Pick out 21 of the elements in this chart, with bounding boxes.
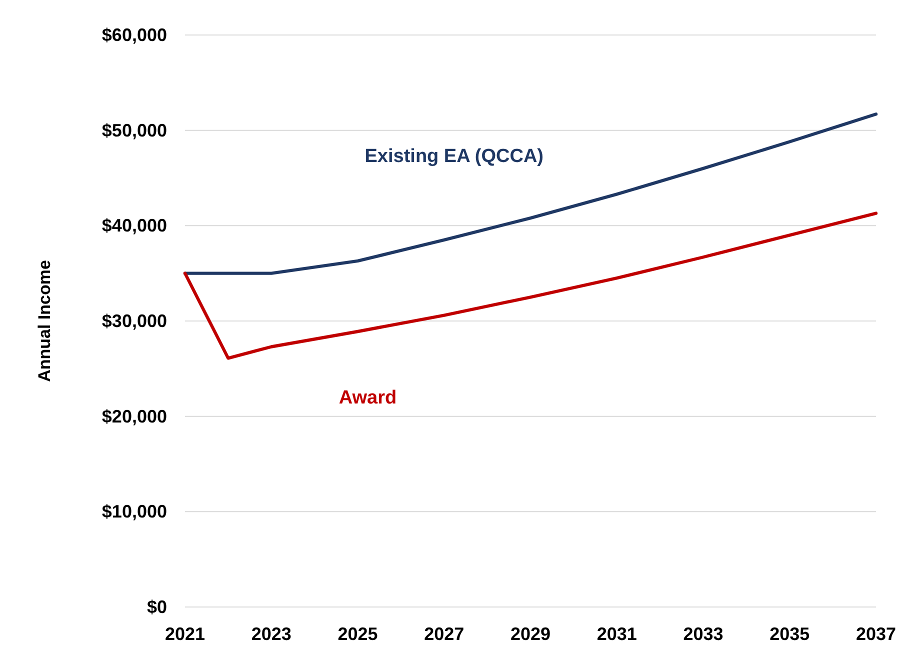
y-tick-label: $30,000 — [102, 311, 167, 331]
y-tick-label: $50,000 — [102, 120, 167, 140]
x-tick-label: 2023 — [251, 624, 292, 644]
y-tick-label: $0 — [146, 597, 167, 617]
text: Existing EA (QCCA) — [364, 146, 544, 167]
line-series — [183, 112, 878, 275]
y-tick-label: $60,000 — [102, 25, 167, 45]
y-tick-label: $10,000 — [102, 502, 167, 522]
x-tick-label: 2031 — [596, 624, 637, 644]
line-series — [183, 212, 878, 360]
x-tick-label: 2021 — [164, 624, 206, 644]
x-tick-label: 2033 — [683, 624, 724, 644]
x-tick-label: 2025 — [338, 624, 378, 644]
y-tick-label: $40,000 — [102, 216, 167, 236]
x-tick-label: 2029 — [510, 624, 551, 644]
y-tick-label: $20,000 — [102, 406, 167, 426]
text: Award — [338, 387, 397, 408]
y-axis-title: Annual Income — [35, 260, 54, 382]
x-tick-label: 2027 — [424, 624, 464, 644]
x-tick-label: 2035 — [770, 624, 810, 644]
x-tick-label: 2037 — [856, 624, 896, 644]
